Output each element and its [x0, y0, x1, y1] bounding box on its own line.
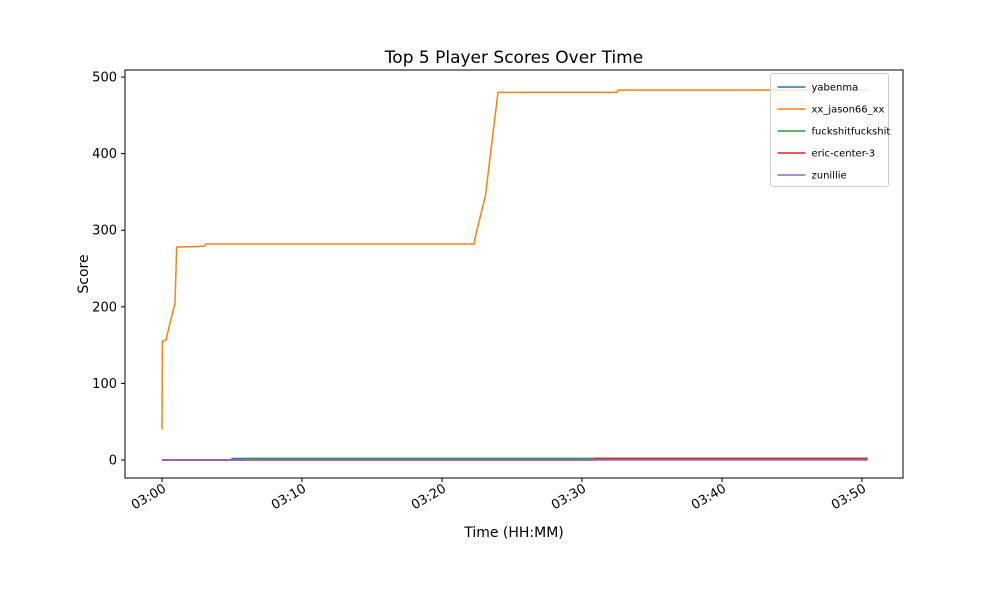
- y-tick-label: 500: [92, 71, 117, 86]
- x-tick-label: 03:20: [409, 481, 449, 513]
- x-tick-label: 03:50: [829, 481, 869, 513]
- series-line-xx_jason66_xx: [161, 89, 868, 430]
- x-axis-label: Time (HH:MM): [464, 525, 564, 541]
- y-tick-label: 300: [92, 224, 117, 239]
- legend-label-xx_jason66_xx: xx_jason66_xx: [812, 105, 885, 116]
- y-axis-label: Score: [76, 254, 92, 294]
- x-tick-label: 03:30: [549, 481, 589, 513]
- y-tick-label: 400: [92, 147, 117, 162]
- legend-label-yabenma: yabenma: [812, 83, 859, 94]
- x-tick-label: 03:10: [269, 481, 309, 513]
- legend-box: [770, 73, 889, 187]
- y-tick-label: 200: [92, 300, 117, 315]
- legend-label-eric-center-3: eric-center-3: [812, 149, 876, 160]
- legend-label-fuckshitfuckshit: fuckshitfuckshit: [812, 127, 891, 138]
- plot-frame: [124, 69, 904, 479]
- legend-label-zunillie: zunillie: [812, 171, 847, 182]
- chart-title: Top 5 Player Scores Over Time: [384, 48, 644, 68]
- y-tick-label: 0: [109, 454, 117, 469]
- x-tick-label: 03:00: [129, 481, 169, 513]
- x-tick-label: 03:40: [689, 481, 729, 513]
- y-tick-label: 100: [92, 377, 117, 392]
